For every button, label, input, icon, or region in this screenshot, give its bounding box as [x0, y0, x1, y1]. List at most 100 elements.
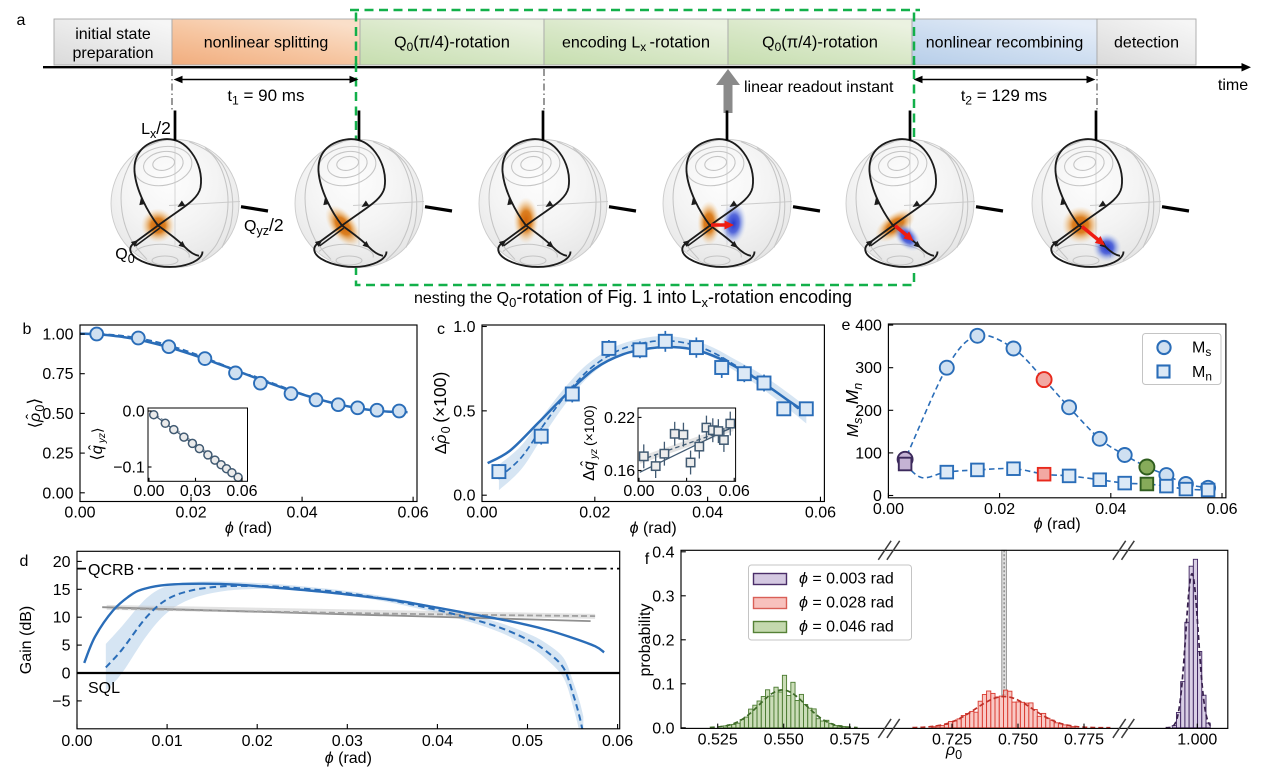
svg-text:ϕ = 0.028 rad: ϕ = 0.028 rad: [799, 595, 894, 612]
svg-text:Gain (dB): Gain (dB): [18, 606, 35, 674]
svg-text:0.22: 0.22: [604, 410, 635, 427]
svg-text:0.00: 0.00: [623, 483, 654, 500]
svg-text:−0.1: −0.1: [113, 460, 145, 477]
svg-text:0.05: 0.05: [512, 733, 543, 750]
svg-text:ϕ = 0.046 rad: ϕ = 0.046 rad: [799, 619, 894, 636]
svg-text:0.06: 0.06: [1206, 501, 1237, 518]
svg-text:ρ0: ρ0: [945, 742, 962, 762]
svg-text:400: 400: [855, 318, 882, 335]
svg-text:⟨qˆ​yz⟩: ⟨qˆ​yz⟩: [87, 427, 108, 460]
svg-text:0.06: 0.06: [398, 505, 429, 522]
svg-text:Q0(π/4)-rotation: Q0(π/4)-rotation: [762, 34, 878, 55]
svg-text:0.525: 0.525: [698, 731, 738, 748]
svg-text:5: 5: [62, 638, 71, 655]
svg-text:Qyz/2: Qyz/2: [244, 215, 284, 238]
svg-text:1.000: 1.000: [1177, 731, 1217, 748]
svg-text:0.75: 0.75: [42, 366, 73, 383]
svg-text:0.0: 0.0: [652, 720, 674, 737]
svg-text:linear readout instant: linear readout instant: [744, 79, 894, 96]
svg-text:Ms, Mn: Ms, Mn: [842, 383, 865, 437]
svg-text:nonlinear recombining: nonlinear recombining: [926, 35, 1083, 52]
svg-text:0.03: 0.03: [671, 483, 702, 500]
svg-text:ϕ (rad): ϕ (rad): [325, 750, 372, 767]
svg-text:0.06: 0.06: [226, 483, 257, 500]
svg-text:−5: −5: [52, 693, 70, 710]
svg-text:0.02: 0.02: [579, 505, 610, 522]
svg-text:time: time: [1218, 77, 1248, 94]
svg-text:0.03: 0.03: [180, 483, 211, 500]
svg-text:0.04: 0.04: [692, 505, 723, 522]
svg-text:0.03: 0.03: [332, 733, 363, 750]
svg-text:0.750: 0.750: [998, 731, 1038, 748]
svg-text:probability: probability: [637, 604, 654, 677]
svg-text:0.00: 0.00: [42, 485, 73, 502]
svg-text:0.4: 0.4: [652, 544, 674, 561]
svg-text:0.5: 0.5: [453, 403, 475, 420]
svg-text:Δρˆ​0 (×100): Δρˆ​0 (×100): [430, 372, 453, 455]
svg-text:300: 300: [855, 360, 882, 377]
svg-text:SQL: SQL: [88, 680, 120, 697]
svg-text:encoding Lx -rotation: encoding Lx -rotation: [562, 34, 710, 55]
svg-text:0.0: 0.0: [453, 488, 475, 505]
svg-text:0.00: 0.00: [133, 483, 164, 500]
svg-text:t1 = 90 ms: t1 = 90 ms: [228, 86, 305, 108]
svg-text:20: 20: [53, 554, 71, 571]
svg-text:c: c: [437, 321, 445, 338]
svg-text:0.775: 0.775: [1064, 731, 1104, 748]
svg-text:0.50: 0.50: [42, 406, 73, 423]
svg-text:0.725: 0.725: [932, 731, 972, 748]
svg-text:0.16: 0.16: [604, 463, 635, 480]
svg-text:Mn: Mn: [1192, 364, 1212, 384]
svg-text:f: f: [645, 551, 650, 568]
svg-text:t2 = 129 ms: t2 = 129 ms: [961, 86, 1047, 108]
svg-text:0: 0: [62, 666, 71, 683]
svg-text:b: b: [23, 321, 32, 338]
svg-text:a: a: [17, 12, 26, 29]
svg-text:Δqˆ​yz (×100): Δqˆ​yz (×100): [579, 405, 600, 481]
svg-text:nesting the Q0-rotation of Fig: nesting the Q0-rotation of Fig. 1 into L…: [414, 287, 852, 310]
svg-text:0.04: 0.04: [287, 505, 318, 522]
svg-text:0.04: 0.04: [422, 733, 453, 750]
svg-text:0.00: 0.00: [61, 733, 92, 750]
svg-text:200: 200: [855, 403, 882, 420]
svg-text:0.06: 0.06: [602, 733, 633, 750]
svg-text:10: 10: [53, 610, 71, 627]
svg-text:e: e: [842, 317, 851, 334]
svg-text:0.25: 0.25: [42, 446, 73, 463]
svg-text:nonlinear splitting: nonlinear splitting: [204, 35, 329, 52]
svg-text:0.02: 0.02: [175, 505, 206, 522]
svg-text:⟨ρˆ​0⟩: ⟨ρˆ​0⟩: [24, 398, 47, 428]
svg-text:0.3: 0.3: [652, 588, 674, 605]
svg-text:0.00: 0.00: [64, 505, 95, 522]
svg-text:Lx/2: Lx/2: [141, 118, 171, 141]
svg-text:initial state: initial state: [75, 26, 151, 43]
svg-text:100: 100: [855, 445, 882, 462]
svg-text:0: 0: [873, 488, 882, 505]
svg-text:Ms: Ms: [1192, 340, 1211, 360]
svg-text:0.02: 0.02: [984, 501, 1015, 518]
svg-text:ϕ = 0.003 rad: ϕ = 0.003 rad: [799, 571, 894, 588]
svg-text:0.0: 0.0: [123, 404, 145, 421]
svg-text:0.00: 0.00: [873, 501, 904, 518]
svg-text:1.0: 1.0: [453, 319, 475, 336]
svg-text:ϕ (rad): ϕ (rad): [1034, 516, 1081, 533]
svg-text:0.00: 0.00: [466, 505, 497, 522]
svg-text:0.06: 0.06: [719, 483, 750, 500]
svg-text:preparation: preparation: [73, 45, 154, 62]
svg-text:1.00: 1.00: [42, 327, 73, 344]
svg-text:QCRB: QCRB: [88, 562, 134, 579]
svg-text:0.02: 0.02: [242, 733, 273, 750]
svg-text:Q0(π/4)-rotation: Q0(π/4)-rotation: [394, 34, 510, 55]
svg-text:15: 15: [53, 582, 71, 599]
svg-text:d: d: [20, 553, 29, 570]
svg-text:0.04: 0.04: [1095, 501, 1126, 518]
svg-text:ϕ (rad): ϕ (rad): [225, 520, 272, 537]
svg-text:0.550: 0.550: [764, 731, 804, 748]
svg-text:0.01: 0.01: [152, 733, 183, 750]
svg-text:detection: detection: [1114, 35, 1179, 52]
svg-text:0.2: 0.2: [652, 632, 674, 649]
svg-text:Q0: Q0: [115, 246, 134, 266]
svg-text:0.06: 0.06: [805, 505, 836, 522]
svg-text:0.1: 0.1: [652, 676, 674, 693]
svg-text:ϕ (rad): ϕ (rad): [630, 520, 677, 537]
